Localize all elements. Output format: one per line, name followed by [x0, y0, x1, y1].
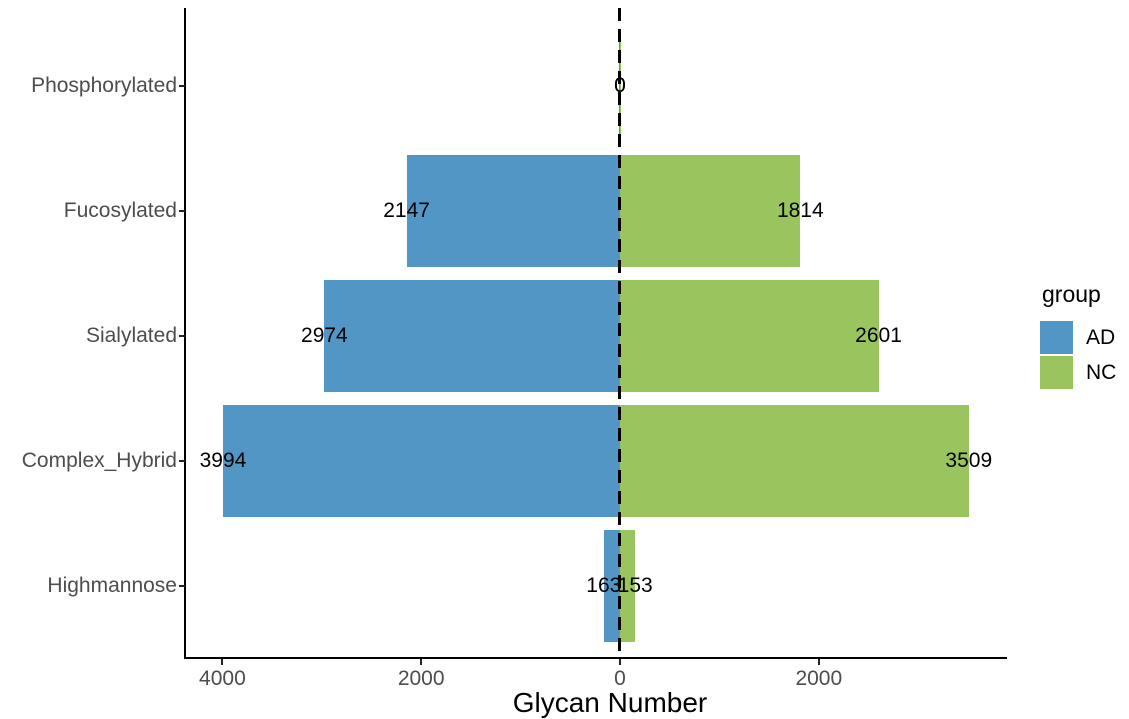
legend-label-nc: NC: [1086, 360, 1117, 384]
bar-ad-highmannose: [603, 530, 620, 642]
x-axis-title: Glycan Number: [512, 687, 708, 718]
bar-ad-fucosylated: [406, 155, 620, 267]
value-label-nc-phosphorylated: 0: [614, 74, 626, 97]
y-axis-tick: [179, 85, 185, 87]
x-axis-tick: [619, 659, 621, 665]
y-axis-label: Complex_Hybrid: [21, 449, 177, 472]
legend-swatch-ad: [1040, 321, 1073, 354]
legend: group AD NC: [1040, 281, 1116, 391]
y-axis-tick: [179, 335, 185, 337]
legend-label-ad: AD: [1086, 325, 1116, 349]
x-axis-tick: [420, 659, 423, 665]
x-axis-tick-label: 2000: [397, 667, 445, 690]
legend-item-ad: AD: [1040, 321, 1116, 354]
x-axis-tick-label: 4000: [199, 667, 246, 690]
y-axis-line: [184, 8, 186, 659]
bar-nc-complex_hybrid: [620, 405, 969, 517]
bar-ad-complex_hybrid: [222, 405, 620, 517]
value-label-nc-complex_hybrid: 3509: [945, 449, 993, 472]
legend-item-nc: NC: [1040, 356, 1116, 389]
value-label-nc-highmannose: 153: [617, 574, 653, 597]
y-axis-tick: [179, 460, 185, 462]
value-label-ad-highmannose: 163: [586, 574, 622, 597]
bar-nc-highmannose: [620, 530, 636, 642]
y-axis-label: Fucosylated: [63, 199, 177, 222]
y-axis-tick: [179, 210, 185, 212]
value-label-nc-fucosylated: 1814: [776, 199, 824, 222]
x-axis-tick: [817, 659, 820, 665]
x-axis-line: [184, 657, 1007, 659]
y-axis-tick: [179, 585, 185, 587]
y-axis-label: Sialylated: [85, 324, 177, 347]
bar-ad-sialylated: [324, 280, 620, 392]
x-axis-tick-label: 2000: [795, 667, 843, 690]
zero-dashed-line: [618, 8, 621, 659]
value-label-nc-sialylated: 2601: [855, 324, 902, 347]
value-label-ad-fucosylated: 2147: [383, 199, 430, 222]
x-axis-tick: [221, 659, 224, 665]
legend-title: group: [1042, 281, 1101, 307]
value-label-ad-phosphorylated: 0: [614, 74, 626, 97]
bar-nc-sialylated: [620, 280, 879, 392]
legend-swatch-nc: [1040, 356, 1073, 389]
y-axis-label: Phosphorylated: [31, 74, 177, 97]
value-label-ad-sialylated: 2974: [301, 324, 348, 347]
x-axis-tick-label: 0: [614, 667, 626, 690]
y-axis-label: Highmannose: [47, 574, 177, 597]
bar-nc-fucosylated: [620, 155, 801, 267]
value-label-ad-complex_hybrid: 3994: [199, 449, 247, 472]
